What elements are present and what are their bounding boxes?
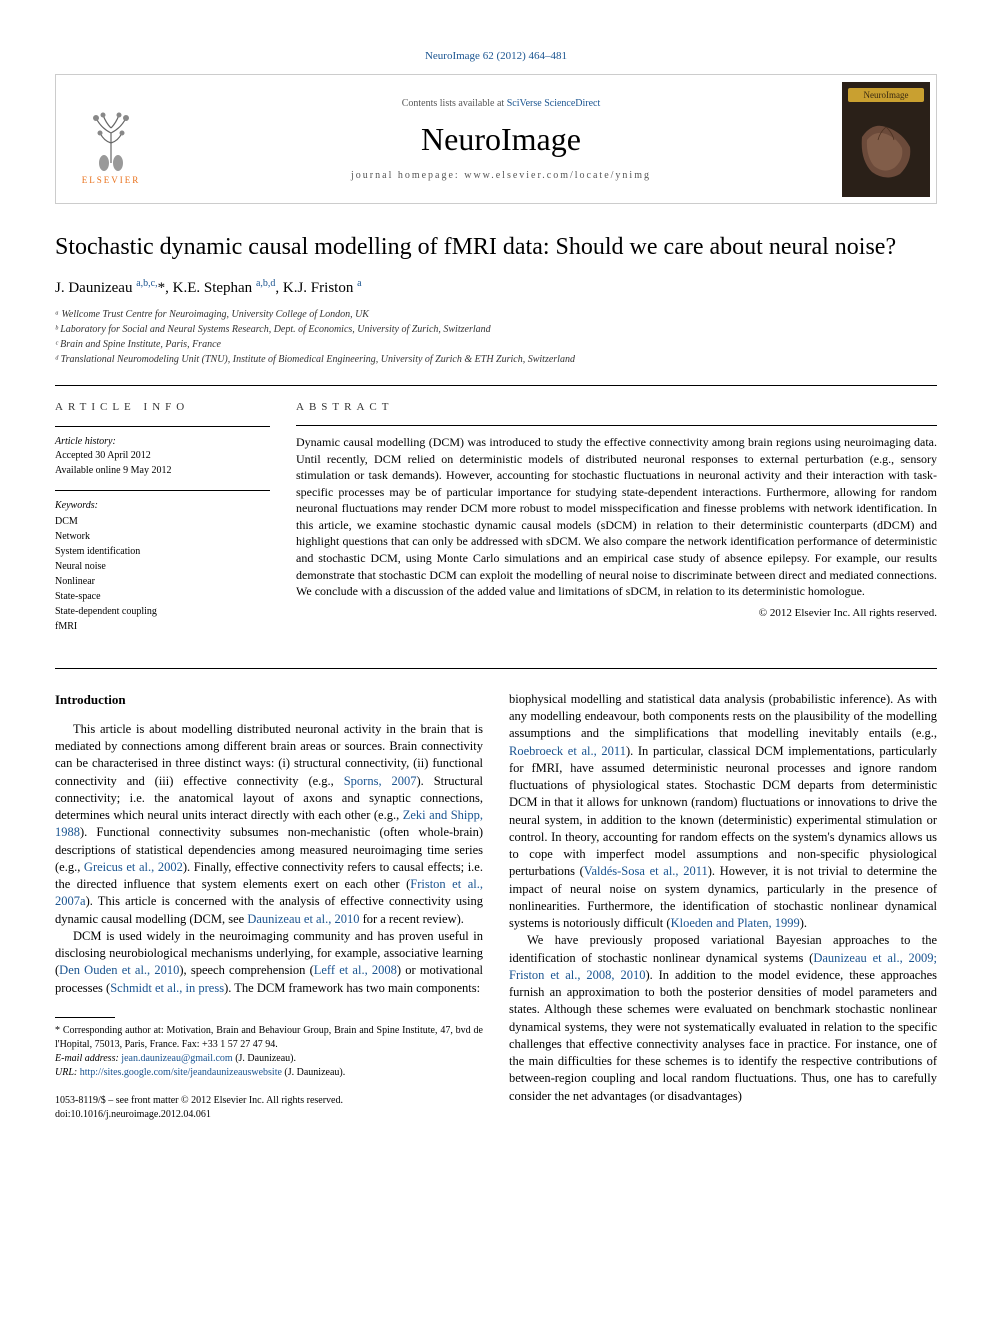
author-aff-sup[interactable]: a,b,d: [256, 278, 275, 289]
citation-link[interactable]: Daunizeau et al., 2010: [247, 912, 359, 926]
homepage-prefix: journal homepage:: [351, 170, 464, 181]
col2-para-2: We have previously proposed variational …: [509, 932, 937, 1105]
publisher-name: ELSEVIER: [82, 175, 141, 185]
keyword: System identification: [55, 544, 270, 559]
elsevier-tree-icon: [76, 93, 146, 173]
author-aff-sup[interactable]: a: [357, 278, 361, 289]
intro-para-1: This article is about modelling distribu…: [55, 721, 483, 928]
divider: [55, 385, 937, 386]
affiliations: ᵃ Wellcome Trust Centre for Neuroimaging…: [55, 307, 937, 367]
copyright: © 2012 Elsevier Inc. All rights reserved…: [296, 606, 937, 621]
column-left: Introduction This article is about model…: [55, 691, 483, 1122]
divider: [296, 425, 937, 426]
intro-heading: Introduction: [55, 691, 483, 709]
journal-header: ELSEVIER Contents lists available at Sci…: [55, 74, 937, 204]
footnote-divider: [55, 1017, 115, 1018]
keyword: DCM: [55, 514, 270, 529]
affiliation-a: ᵃ Wellcome Trust Centre for Neuroimaging…: [55, 307, 937, 322]
online-date: Available online 9 May 2012: [55, 464, 270, 479]
column-right: biophysical modelling and statistical da…: [509, 691, 937, 1122]
affiliation-d: ᵈ Translational Neuromodeling Unit (TNU)…: [55, 352, 937, 367]
citation-link[interactable]: Schmidt et al., in press: [110, 981, 224, 995]
article-info-heading: ARTICLE INFO: [55, 400, 270, 416]
url-line: URL: http://sites.google.com/site/jeanda…: [55, 1066, 483, 1080]
cover-image-icon: NeuroImage: [842, 82, 930, 197]
bottom-meta: 1053-8119/$ – see front matter © 2012 El…: [55, 1094, 483, 1122]
footnotes: * Corresponding author at: Motivation, B…: [55, 1024, 483, 1080]
homepage-url[interactable]: www.elsevier.com/locate/ynimg: [464, 170, 651, 181]
divider: [55, 668, 937, 669]
history-label: Article history:: [55, 435, 270, 450]
citation-link[interactable]: Den Ouden et al., 2010: [59, 963, 179, 977]
keyword: fMRI: [55, 619, 270, 634]
keyword: State-space: [55, 589, 270, 604]
citation-link[interactable]: Valdés-Sosa et al., 2011: [584, 864, 708, 878]
scidirect-link[interactable]: SciVerse ScienceDirect: [507, 98, 601, 109]
article-info: ARTICLE INFO Article history: Accepted 3…: [55, 400, 270, 646]
keyword: Network: [55, 529, 270, 544]
email-line: E-mail address: jean.daunizeau@gmail.com…: [55, 1052, 483, 1066]
accepted-date: Accepted 30 April 2012: [55, 449, 270, 464]
publisher-logo: ELSEVIER: [56, 75, 166, 203]
contents-line: Contents lists available at SciVerse Sci…: [402, 98, 601, 109]
authors: J. Daunizeau a,b,c,*, K.E. Stephan a,b,d…: [55, 278, 937, 297]
keyword: Nonlinear: [55, 574, 270, 589]
doi-line: doi:10.1016/j.neuroimage.2012.04.061: [55, 1108, 483, 1122]
citation-link[interactable]: Roebroeck et al., 2011: [509, 744, 626, 758]
contents-prefix: Contents lists available at: [402, 98, 507, 109]
article-title: Stochastic dynamic causal modelling of f…: [55, 232, 937, 262]
col2-para-1: biophysical modelling and statistical da…: [509, 691, 937, 933]
header-center: Contents lists available at SciVerse Sci…: [166, 75, 836, 203]
affiliation-c: ᶜ Brain and Spine Institute, Paris, Fran…: [55, 337, 937, 352]
keywords-label: Keywords:: [55, 499, 270, 514]
issn-line: 1053-8119/$ – see front matter © 2012 El…: [55, 1094, 483, 1108]
email-link[interactable]: jean.daunizeau@gmail.com: [121, 1053, 232, 1064]
citation-link[interactable]: Greicus et al., 2002: [84, 860, 183, 874]
journal-homepage: journal homepage: www.elsevier.com/locat…: [351, 170, 651, 181]
cover-thumbnail: NeuroImage: [836, 75, 936, 203]
corresponding-author: * Corresponding author at: Motivation, B…: [55, 1024, 483, 1052]
divider: [55, 490, 270, 491]
url-link[interactable]: http://sites.google.com/site/jeandaunize…: [80, 1067, 282, 1078]
intro-para-2: DCM is used widely in the neuroimaging c…: [55, 928, 483, 997]
keyword: State-dependent coupling: [55, 604, 270, 619]
keywords-list: DCM Network System identification Neural…: [55, 514, 270, 634]
abstract-text: Dynamic causal modelling (DCM) was intro…: [296, 434, 937, 599]
abstract-heading: ABSTRACT: [296, 400, 937, 415]
keyword: Neural noise: [55, 559, 270, 574]
body-columns: Introduction This article is about model…: [55, 691, 937, 1122]
svg-text:NeuroImage: NeuroImage: [864, 90, 909, 100]
top-citation[interactable]: NeuroImage 62 (2012) 464–481: [55, 50, 937, 62]
abstract: ABSTRACT Dynamic causal modelling (DCM) …: [296, 400, 937, 646]
journal-name: NeuroImage: [421, 121, 581, 158]
author-aff-sup[interactable]: a,b,c,: [136, 278, 157, 289]
citation-link[interactable]: Leff et al., 2008: [314, 963, 397, 977]
citation-link[interactable]: Sporns, 2007: [344, 774, 417, 788]
divider: [55, 426, 270, 427]
citation-link[interactable]: Kloeden and Platen, 1999: [671, 916, 800, 930]
affiliation-b: ᵇ Laboratory for Social and Neural Syste…: [55, 322, 937, 337]
